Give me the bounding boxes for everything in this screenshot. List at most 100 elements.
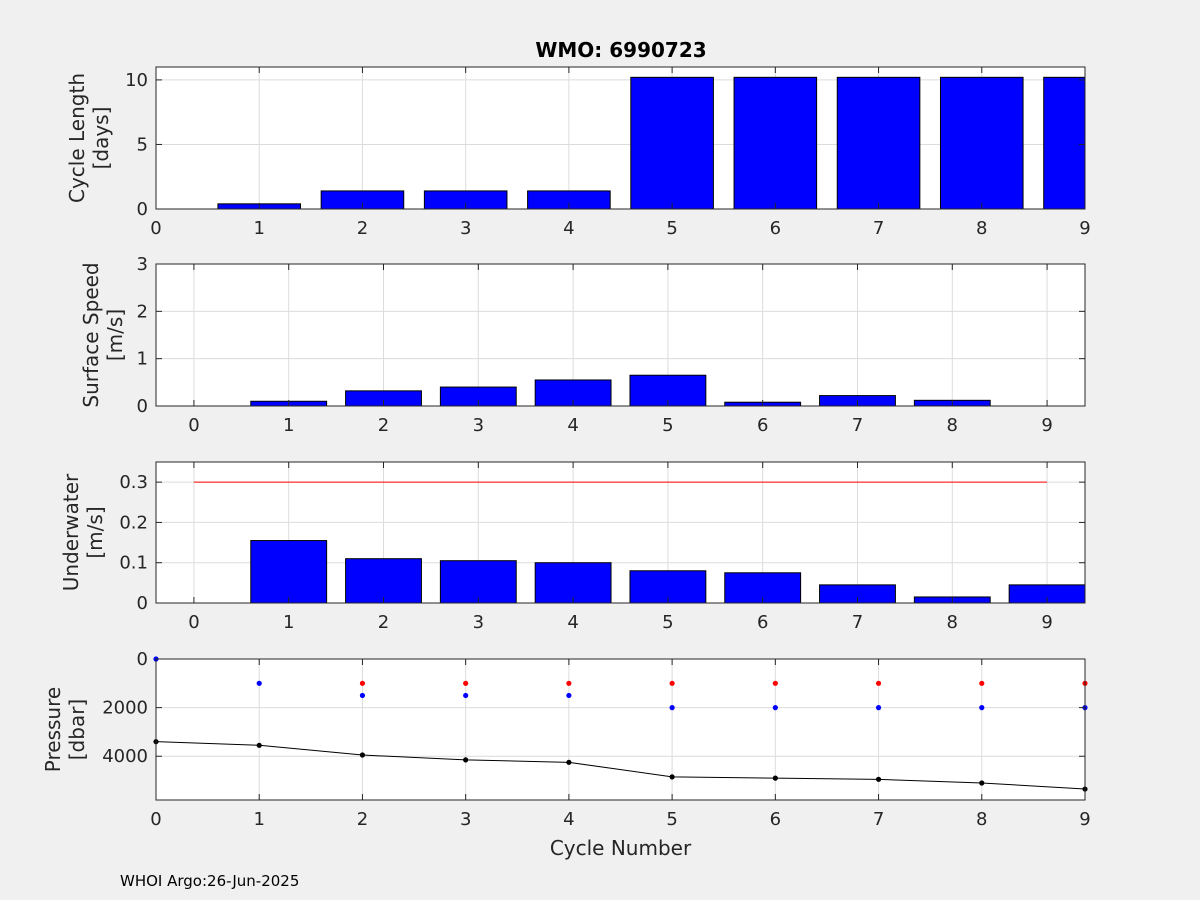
- chart-title: WMO: 6990723: [535, 38, 706, 62]
- x-tick-label: 7: [852, 612, 863, 633]
- x-tick-label: 7: [873, 809, 884, 830]
- axes-frame: [155, 66, 1086, 210]
- x-tick-label: 4: [563, 809, 574, 830]
- park-pressure-point: [875, 705, 882, 711]
- bar-cycle-9: [1043, 76, 1086, 210]
- panel-1: 0 1 2 3 4 5 6 7 8 9 0 5 10 Cycle Length[days]: [65, 66, 1091, 239]
- x-tick-label: 7: [852, 415, 863, 436]
- plot-area: [156, 67, 1085, 209]
- x-tick-label: 8: [976, 218, 987, 239]
- x-tick-label: 5: [666, 218, 677, 239]
- y-tick-label: 2: [137, 301, 148, 322]
- bar-cycle-6: [733, 76, 818, 210]
- x-tick-label: 2: [357, 809, 368, 830]
- plot-area: [156, 264, 1085, 406]
- y-axis-label: Surface Speed[m/s]: [79, 262, 127, 407]
- max-pressure-point: [463, 680, 469, 686]
- axes-frame: [155, 263, 1086, 407]
- panel-4: 0 1 2 3 4 5 6 7 8 9 0 2000 4000 Pressure[dbar] Cycle N…: [41, 649, 1091, 860]
- max-pressure-point: [566, 680, 572, 686]
- profile-depth-point: [359, 752, 366, 758]
- x-tick-label: 2: [378, 415, 389, 436]
- profile-depth-point: [979, 780, 985, 786]
- x-tick-label: 7: [873, 218, 884, 239]
- plot-area: [156, 659, 1085, 800]
- x-tick-label: 1: [253, 218, 264, 239]
- y-tick-label: 0.1: [119, 553, 148, 574]
- y-axis-label: Cycle Length[days]: [65, 73, 113, 203]
- y-tick-label: 0: [137, 593, 148, 614]
- y-axis-label-line: [m/s]: [83, 506, 107, 558]
- x-tick-label: 0: [188, 612, 199, 633]
- x-tick-label: 4: [563, 218, 574, 239]
- x-tick-label: 9: [1041, 415, 1052, 436]
- x-tick-label: 3: [473, 415, 484, 436]
- profile-depth-point: [875, 776, 882, 782]
- y-axis-label-line: [days]: [89, 107, 113, 170]
- profile-depth-point: [566, 759, 572, 765]
- profile-depth-point: [669, 774, 675, 780]
- park-pressure-point: [566, 692, 572, 699]
- profile-depth-line: [155, 741, 1086, 790]
- y-axis-label: Underwater[m/s]: [59, 473, 107, 591]
- max-pressure-point: [669, 680, 675, 686]
- y-axis-label-line: Pressure: [41, 687, 65, 772]
- y-tick-label: 3: [137, 254, 148, 275]
- x-tick-label: 9: [1041, 612, 1052, 633]
- y-tick-label: 1: [137, 349, 148, 370]
- axes-frame: [155, 658, 1086, 801]
- max-pressure-point: [979, 680, 985, 686]
- max-pressure-point: [772, 680, 778, 686]
- profile-depth-point: [772, 775, 778, 781]
- y-tick-label: 2000: [102, 698, 148, 719]
- x-tick-label: 8: [947, 415, 958, 436]
- bar-cycle-3: [439, 560, 517, 604]
- park-pressure-point: [669, 705, 675, 711]
- x-tick-label: 3: [460, 218, 471, 239]
- x-tick-label: 5: [662, 415, 673, 436]
- y-tick-label: 10: [125, 70, 148, 91]
- x-tick-label: 3: [460, 809, 471, 830]
- park-pressure-point: [772, 705, 778, 711]
- max-pressure-point: [875, 680, 882, 686]
- profile-depth-point: [256, 742, 262, 748]
- y-tick-label: 4000: [102, 746, 148, 767]
- axes-frame: [155, 461, 1086, 604]
- x-tick-label: 5: [666, 809, 677, 830]
- y-tick-label: 0: [137, 649, 148, 670]
- y-tick-label: 0: [137, 396, 148, 417]
- x-tick-label: 8: [947, 612, 958, 633]
- x-tick-label: 0: [188, 415, 199, 436]
- x-tick-label: 1: [253, 809, 264, 830]
- x-tick-label: 1: [283, 415, 294, 436]
- max-pressure-point: [359, 680, 366, 686]
- y-tick-label: 0: [137, 199, 148, 220]
- panel-3: 0 1 2 3 4 5 6 7 8 9 0 0.1 0.2 0.3 Underwater[m/s]: [59, 461, 1086, 633]
- park-pressure-point: [359, 692, 366, 699]
- panel-2: 0 1 2 3 4 5 6 7 8 9 0 1 2 3 Surface Speed[m/s]: [79, 254, 1086, 436]
- y-axis-label-line: Underwater: [59, 473, 83, 591]
- y-tick-label: 0.3: [119, 472, 148, 493]
- x-tick-label: 9: [1079, 218, 1090, 239]
- bar-cycle-4: [534, 562, 612, 604]
- x-tick-label: 2: [357, 218, 368, 239]
- x-tick-label: 4: [567, 612, 578, 633]
- y-axis-label-line: [dbar]: [65, 699, 89, 760]
- y-axis-label-line: [m/s]: [103, 309, 127, 361]
- x-tick-label: 9: [1079, 809, 1090, 830]
- bar-cycle-7: [836, 76, 921, 210]
- park-pressure-point: [463, 692, 469, 699]
- x-axis-label: Cycle Number: [550, 836, 692, 860]
- y-axis-label: Pressure[dbar]: [41, 687, 89, 772]
- x-tick-label: 5: [662, 612, 673, 633]
- bar-cycle-2: [345, 558, 422, 604]
- x-tick-label: 2: [378, 612, 389, 633]
- x-tick-label: 6: [770, 809, 781, 830]
- park-pressure-point: [979, 705, 985, 711]
- x-tick-label: 1: [283, 612, 294, 633]
- profile-depth-point: [463, 757, 469, 763]
- bar-cycle-1: [250, 540, 328, 604]
- bar-cycle-8: [939, 76, 1024, 210]
